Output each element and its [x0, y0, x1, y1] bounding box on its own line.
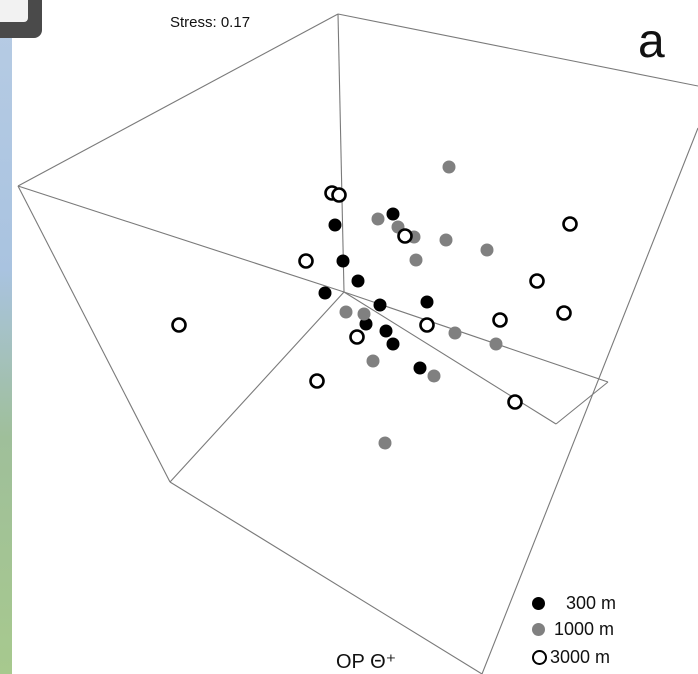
stress-label: Stress: 0.17 — [170, 14, 251, 31]
legend-item-300m: 300 m — [532, 590, 616, 616]
box-edge-6 — [169, 291, 345, 483]
point-300m-3 — [351, 274, 365, 288]
point-3000m-3 — [397, 228, 413, 244]
legend-label: 3000 m — [550, 647, 611, 667]
point-300m-4 — [318, 286, 332, 300]
point-1000m-5 — [480, 243, 494, 257]
box-edge-1 — [337, 13, 698, 87]
data-points — [171, 160, 578, 450]
box-edges — [17, 13, 698, 674]
point-3000m-6 — [556, 305, 572, 321]
box-edge-5 — [343, 291, 609, 383]
box-edge-10 — [555, 381, 609, 425]
point-3000m-9 — [419, 317, 435, 333]
point-1000m-7 — [339, 305, 353, 319]
point-300m-7 — [359, 317, 373, 331]
point-300m-8 — [379, 324, 393, 338]
legend-label: 1000 m — [554, 619, 615, 639]
point-3000m-4 — [298, 253, 314, 269]
point-300m-9 — [386, 337, 400, 351]
point-3000m-11 — [309, 373, 325, 389]
point-3000m-1 — [331, 187, 347, 203]
axis-label: OP Θ⁺ — [336, 651, 397, 673]
point-3000m-8 — [492, 312, 508, 328]
point-1000m-10 — [489, 337, 503, 351]
point-1000m-11 — [366, 354, 380, 368]
point-300m-6 — [420, 295, 434, 309]
point-3000m-5 — [529, 273, 545, 289]
point-3000m-12 — [507, 394, 523, 410]
legend-marker-filled-grey — [532, 622, 545, 636]
point-1000m-4 — [439, 233, 453, 247]
point-1000m-12 — [427, 369, 441, 383]
box-edge-9 — [481, 127, 698, 674]
legend-marker-filled-black — [532, 596, 545, 610]
legend-item-1000m: 1000 m — [532, 616, 616, 642]
point-300m-10 — [413, 361, 427, 375]
point-300m-1 — [386, 207, 400, 221]
legend-item-3000m: 3000 m — [532, 642, 616, 672]
point-3000m-10 — [349, 329, 365, 345]
box-edge-2 — [17, 185, 171, 483]
point-3000m-2 — [562, 216, 578, 232]
point-1000m-6 — [409, 253, 423, 267]
point-1000m-8 — [357, 307, 371, 321]
point-1000m-0 — [442, 160, 456, 174]
point-1000m-13 — [378, 436, 392, 450]
point-300m-2 — [336, 254, 350, 268]
corner-tab — [0, 0, 42, 38]
left-background-strip — [0, 0, 12, 674]
box-edge-0 — [17, 13, 339, 187]
box-edge-3 — [337, 13, 345, 293]
point-1000m-9 — [448, 326, 462, 340]
legend-marker-open — [532, 649, 547, 665]
point-1000m-1 — [371, 212, 385, 226]
box-edge-8 — [169, 481, 483, 674]
legend: 300 m 1000 m 3000 m — [532, 590, 616, 672]
point-300m-0 — [328, 218, 342, 232]
point-3000m-7 — [171, 317, 187, 333]
point-300m-5 — [373, 298, 387, 312]
corner-tab-inner — [0, 0, 28, 22]
legend-label: 300 m — [566, 593, 617, 613]
box-edge-4 — [17, 185, 345, 293]
panel-label: a — [638, 15, 665, 68]
